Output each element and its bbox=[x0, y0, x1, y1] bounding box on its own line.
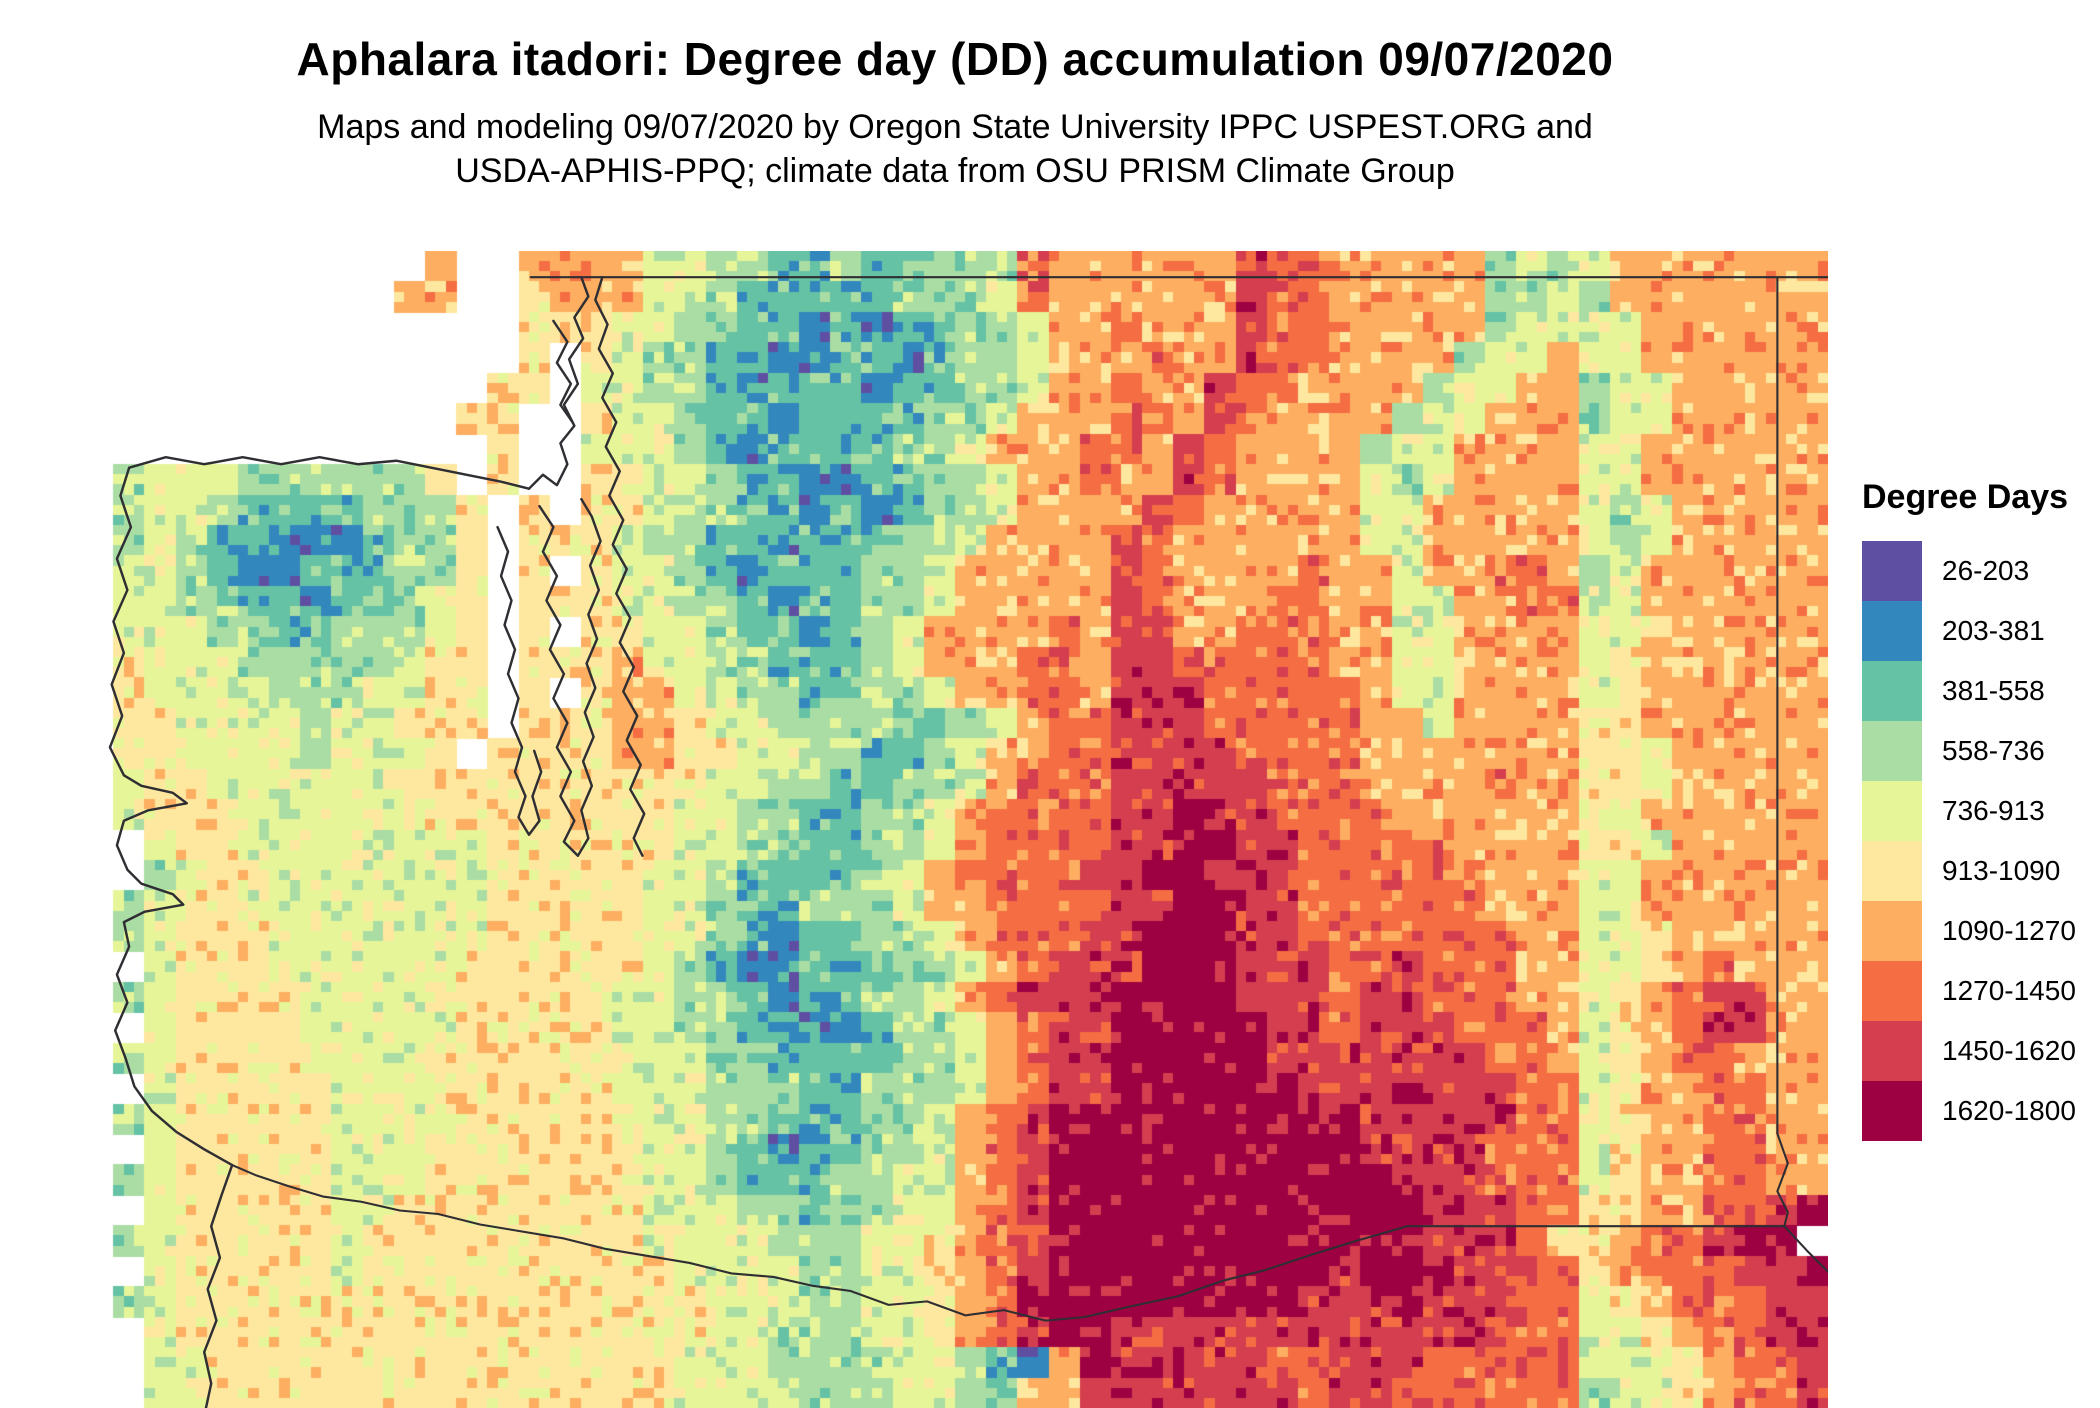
legend-entry: 1620-1800 bbox=[1862, 1081, 2098, 1141]
legend-swatch bbox=[1862, 721, 1922, 781]
legend-label: 1090-1270 bbox=[1942, 915, 2076, 946]
legend-entry: 1450-1620 bbox=[1862, 1021, 2098, 1081]
legend-title: Degree Days bbox=[1862, 478, 2069, 516]
legend-entry: 913-1090 bbox=[1862, 841, 2098, 901]
legend-label: 381-558 bbox=[1942, 675, 2045, 706]
legend: Degree Days 26-203 203-381 381-558 558-736 7… bbox=[1862, 478, 2098, 1141]
legend-label: 1270-1450 bbox=[1942, 975, 2076, 1006]
legend-label: 203-381 bbox=[1942, 615, 2045, 646]
raster-map-image bbox=[82, 251, 1828, 1408]
legend-swatch bbox=[1862, 1081, 1922, 1141]
legend-swatch bbox=[1862, 901, 1922, 961]
legend-swatch bbox=[1862, 661, 1922, 721]
legend-label: 913-1090 bbox=[1942, 855, 2061, 886]
legend-entry: 1090-1270 bbox=[1862, 901, 2098, 961]
page-title: Aphalara itadori: Degree day (DD) accumu… bbox=[296, 33, 1614, 85]
legend-entry: 558-736 bbox=[1862, 721, 2098, 781]
legend-entry: 736-913 bbox=[1862, 781, 2098, 841]
degree-day-map bbox=[82, 251, 1828, 1408]
legend-entry: 1270-1450 bbox=[1862, 961, 2098, 1021]
legend-swatch bbox=[1862, 601, 1922, 661]
legend-label: 558-736 bbox=[1942, 735, 2045, 766]
legend-swatch bbox=[1862, 841, 1922, 901]
legend-entry: 26-203 bbox=[1862, 541, 2098, 601]
legend-entry: 203-381 bbox=[1862, 601, 2098, 661]
legend-label: 26-203 bbox=[1942, 555, 2030, 586]
chart-header: Aphalara itadori: Degree day (DD) accumu… bbox=[82, 0, 1828, 193]
legend-swatch bbox=[1862, 781, 1922, 841]
legend-label: 736-913 bbox=[1942, 795, 2045, 826]
legend-swatch bbox=[1862, 1021, 1922, 1081]
legend-swatch bbox=[1862, 541, 1922, 601]
legend-label: 1450-1620 bbox=[1942, 1035, 2076, 1066]
legend-swatch bbox=[1862, 961, 1922, 1021]
legend-entry: 381-558 bbox=[1862, 661, 2098, 721]
legend-entries: 26-203 203-381 381-558 558-736 736-913 913-10… bbox=[1862, 541, 2098, 1141]
subtitle-line-1: Maps and modeling 09/07/2020 by Oregon S… bbox=[317, 108, 1593, 146]
legend-label: 1620-1800 bbox=[1942, 1095, 2076, 1126]
subtitle-line-2: USDA-APHIS-PPQ; climate data from OSU PR… bbox=[455, 151, 1455, 190]
